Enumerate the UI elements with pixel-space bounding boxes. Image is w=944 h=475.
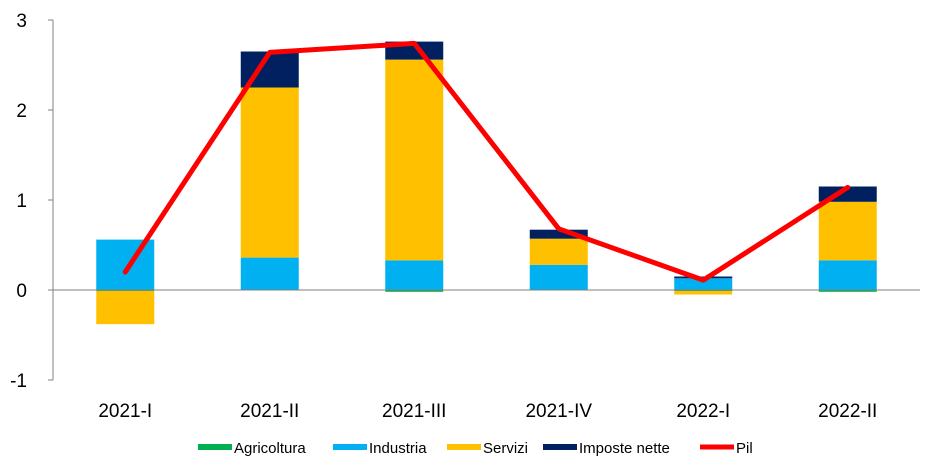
bar-industria-2022-I bbox=[674, 278, 733, 290]
legend-item-imposte-nette: Imposte nette bbox=[543, 440, 670, 457]
legend-item-industria: Industria bbox=[333, 440, 427, 457]
x-tick-label: 2021-II bbox=[240, 401, 299, 422]
bar-servizi-2022-I bbox=[674, 290, 733, 295]
y-tick-label: 0 bbox=[16, 281, 27, 302]
pil-line-layer bbox=[122, 40, 851, 283]
legend: Agricoltura Industria Servizi Imposte nette… bbox=[198, 440, 753, 457]
legend-label: Imposte nette bbox=[579, 440, 670, 457]
bar-agricoltura-2021-III bbox=[385, 290, 444, 292]
legend-swatch bbox=[198, 444, 232, 450]
bar-servizi-2021-I bbox=[96, 290, 155, 325]
bar-industria-2022-II bbox=[818, 260, 877, 290]
bar-servizi-2021-IV bbox=[529, 238, 588, 265]
bar-agricoltura-2022-II bbox=[818, 290, 877, 292]
x-tick-label: 2021-IV bbox=[525, 401, 592, 422]
bar-industria-2021-II bbox=[240, 257, 299, 290]
bar-imposte-nette-2021-IV bbox=[529, 229, 588, 239]
legend-item-agricoltura: Agricoltura bbox=[198, 440, 306, 457]
series-line-pil bbox=[122, 40, 851, 283]
legend-label: Pil bbox=[736, 440, 753, 457]
bar-industria-2021-IV bbox=[529, 264, 588, 290]
legend-label: Agricoltura bbox=[234, 440, 306, 457]
x-tick-label: 2021-I bbox=[98, 401, 152, 422]
x-tick-label: 2022-II bbox=[818, 401, 877, 422]
bar-servizi-2021-II bbox=[240, 87, 299, 258]
bar-industria-2021-I bbox=[96, 239, 155, 290]
legend-item-pil: Pil bbox=[700, 440, 753, 457]
y-tick-label: 1 bbox=[16, 191, 27, 212]
bar-servizi-2021-III bbox=[385, 59, 444, 261]
bar-servizi-2022-II bbox=[818, 201, 877, 261]
legend-swatch bbox=[333, 444, 367, 450]
legend-label: Industria bbox=[369, 440, 427, 457]
y-tick-label: 2 bbox=[16, 101, 27, 122]
legend-item-servizi: Servizi bbox=[447, 440, 528, 457]
y-tick-labels: -1 0 1 2 3 bbox=[10, 11, 27, 392]
x-tick-label: 2021-III bbox=[382, 401, 446, 422]
x-tick-label: 2022-I bbox=[676, 401, 730, 422]
legend-swatch bbox=[543, 444, 577, 450]
legend-label: Servizi bbox=[483, 440, 528, 457]
axes-layer bbox=[48, 19, 920, 381]
x-tick-labels: 2021-I 2021-II 2021-III 2021-IV 2022-I 2022-I… bbox=[98, 401, 877, 422]
bar-industria-2021-III bbox=[385, 260, 444, 290]
y-tick-label: 3 bbox=[16, 11, 27, 32]
bars-layer bbox=[96, 41, 877, 325]
legend-swatch bbox=[447, 444, 481, 450]
y-tick-label: -1 bbox=[10, 371, 27, 392]
